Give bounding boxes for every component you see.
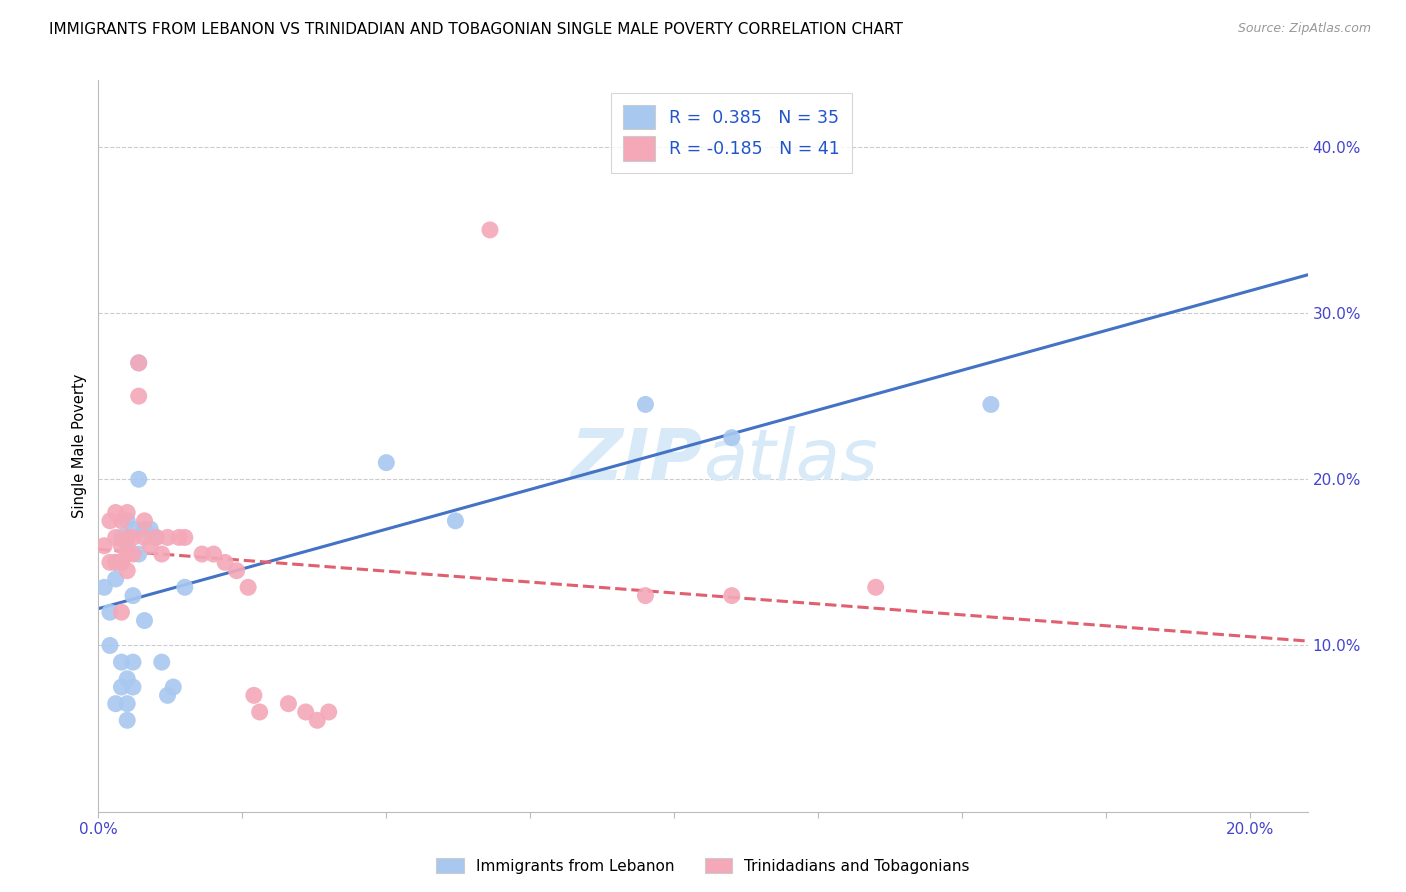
Point: [865, 580, 887, 594]
Point: [139, 539, 162, 553]
Point: [236, 580, 259, 594]
Point: [110, 680, 132, 694]
Point: [225, 564, 247, 578]
Point: [122, 530, 145, 544]
Point: [110, 530, 132, 544]
Point: [115, 672, 138, 686]
Y-axis label: Single Male Poverty: Single Male Poverty: [72, 374, 87, 518]
Point: [150, 547, 173, 561]
Point: [122, 655, 145, 669]
Point: [122, 680, 145, 694]
Point: [145, 530, 167, 544]
Point: [277, 697, 299, 711]
Point: [128, 389, 150, 403]
Point: [156, 530, 179, 544]
Point: [249, 705, 271, 719]
Point: [98, 514, 121, 528]
Text: ZIP: ZIP: [571, 426, 703, 495]
Point: [156, 689, 179, 703]
Point: [115, 714, 138, 728]
Point: [478, 223, 501, 237]
Point: [128, 356, 150, 370]
Point: [173, 530, 195, 544]
Point: [115, 539, 138, 553]
Point: [202, 547, 225, 561]
Point: [122, 547, 145, 561]
Point: [294, 705, 316, 719]
Point: [720, 431, 742, 445]
Point: [110, 555, 132, 569]
Point: [110, 539, 132, 553]
Point: [191, 547, 214, 561]
Point: [375, 456, 398, 470]
Point: [122, 589, 145, 603]
Point: [98, 605, 121, 619]
Point: [115, 547, 138, 561]
Legend: R =  0.385   N = 35, R = -0.185   N = 41: R = 0.385 N = 35, R = -0.185 N = 41: [612, 93, 852, 173]
Point: [110, 655, 132, 669]
Point: [173, 580, 195, 594]
Point: [634, 589, 657, 603]
Point: [318, 705, 340, 719]
Point: [115, 564, 138, 578]
Point: [104, 555, 127, 569]
Point: [134, 522, 156, 536]
Point: [145, 530, 167, 544]
Point: [720, 589, 742, 603]
Point: [167, 530, 190, 544]
Point: [115, 530, 138, 544]
Point: [128, 472, 150, 486]
Point: [104, 530, 127, 544]
Point: [128, 547, 150, 561]
Point: [162, 680, 184, 694]
Point: [110, 605, 132, 619]
Point: [104, 697, 127, 711]
Point: [139, 522, 162, 536]
Point: [98, 639, 121, 653]
Text: atlas: atlas: [703, 426, 877, 495]
Point: [243, 689, 266, 703]
Point: [93, 580, 115, 594]
Point: [134, 514, 156, 528]
Point: [128, 356, 150, 370]
Point: [93, 539, 115, 553]
Point: [110, 514, 132, 528]
Point: [104, 555, 127, 569]
Point: [444, 514, 467, 528]
Point: [110, 555, 132, 569]
Text: Source: ZipAtlas.com: Source: ZipAtlas.com: [1237, 22, 1371, 36]
Point: [134, 614, 156, 628]
Point: [104, 506, 127, 520]
Point: [98, 555, 121, 569]
Legend: Immigrants from Lebanon, Trinidadians and Tobagonians: Immigrants from Lebanon, Trinidadians an…: [430, 852, 976, 880]
Point: [214, 555, 236, 569]
Point: [115, 514, 138, 528]
Point: [134, 530, 156, 544]
Point: [104, 572, 127, 586]
Text: IMMIGRANTS FROM LEBANON VS TRINIDADIAN AND TOBAGONIAN SINGLE MALE POVERTY CORREL: IMMIGRANTS FROM LEBANON VS TRINIDADIAN A…: [49, 22, 903, 37]
Point: [307, 714, 329, 728]
Point: [150, 655, 173, 669]
Point: [634, 397, 657, 411]
Point: [122, 522, 145, 536]
Point: [980, 397, 1002, 411]
Point: [115, 697, 138, 711]
Point: [115, 506, 138, 520]
